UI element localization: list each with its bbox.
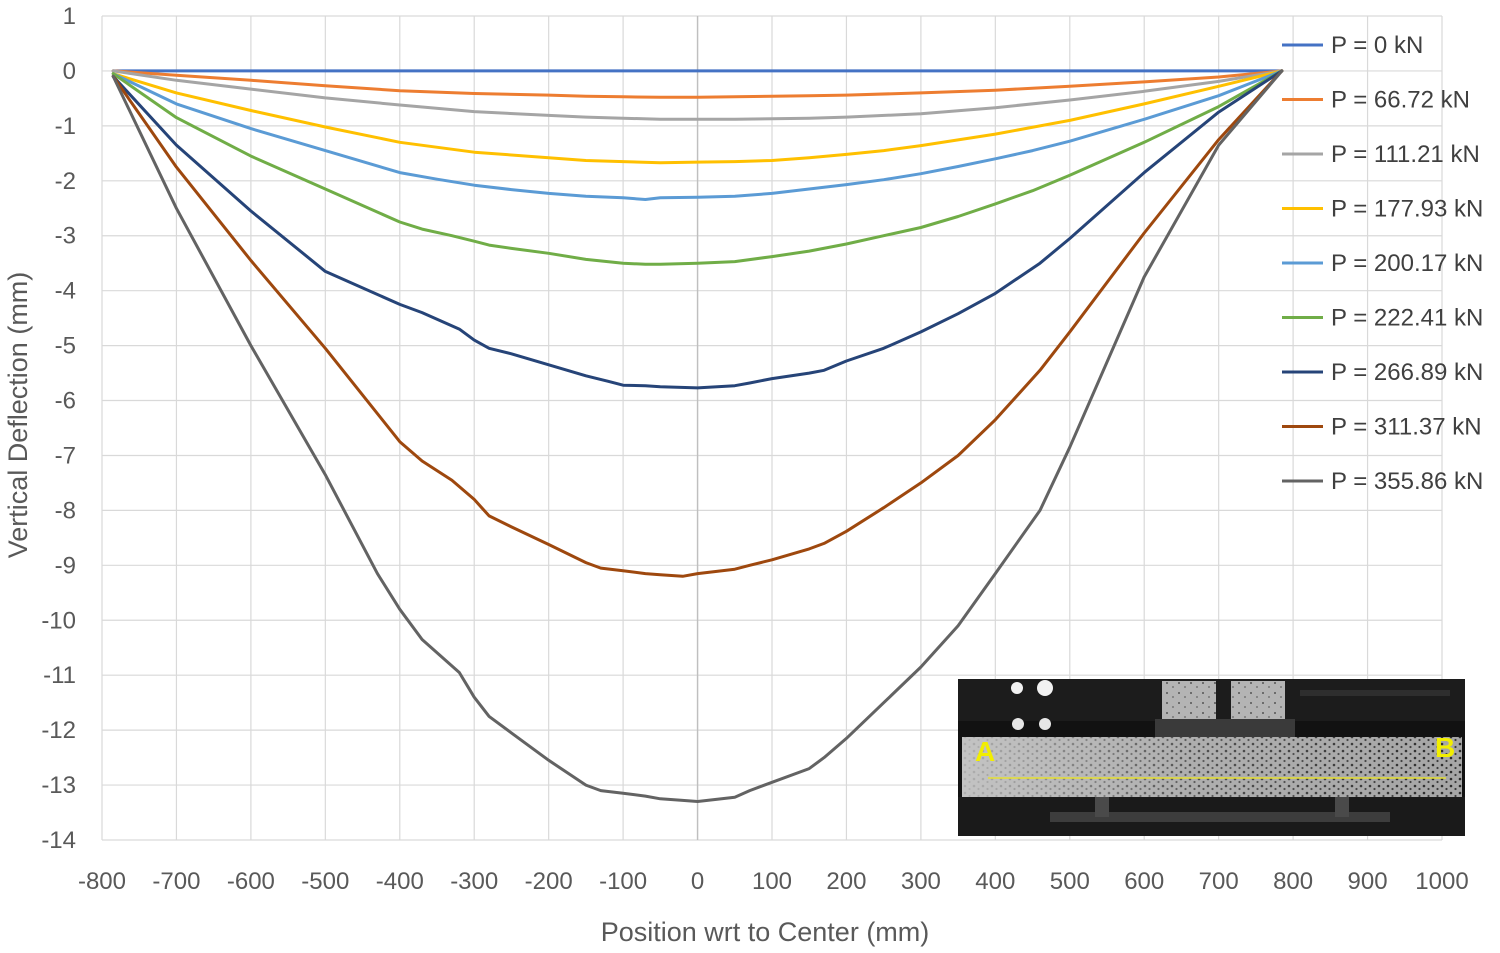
- series-line: [111, 69, 1284, 165]
- y-tick-label: -3: [55, 223, 76, 250]
- series-line: [111, 69, 1284, 578]
- series-line: [111, 69, 1284, 201]
- photo-beam-highlight: [962, 737, 1462, 797]
- legend-label: P = 66.72 kN: [1331, 87, 1470, 114]
- x-tick-label: 200: [826, 868, 866, 895]
- y-tick-label: -8: [55, 497, 76, 524]
- legend-label: P = 311.37 kN: [1331, 414, 1482, 441]
- x-tick-label: -600: [227, 868, 275, 895]
- x-tick-label: -800: [78, 868, 126, 895]
- y-tick-label: 0: [63, 58, 76, 85]
- legend-label: P = 355.86 kN: [1331, 468, 1483, 495]
- x-tick-label: 900: [1348, 868, 1388, 895]
- x-tick-label: 600: [1124, 868, 1164, 895]
- x-tick-label: 800: [1273, 868, 1313, 895]
- y-tick-label: -6: [55, 388, 76, 415]
- legend-label: P = 177.93 kN: [1331, 196, 1483, 223]
- photo-support-left: [1095, 797, 1109, 817]
- photo-support-right: [1335, 797, 1349, 817]
- photo-load-block-right: [1231, 681, 1285, 719]
- photo-light: [1011, 682, 1023, 694]
- y-tick-label: -12: [41, 717, 76, 744]
- x-tick-label: 0: [691, 868, 704, 895]
- x-tick-label: 100: [752, 868, 792, 895]
- photo-label-b: B: [1435, 732, 1455, 763]
- x-tick-label: -700: [152, 868, 200, 895]
- photo-light: [1037, 680, 1053, 696]
- legend-label: P = 111.21 kN: [1331, 141, 1480, 168]
- photo-light: [1039, 718, 1051, 730]
- series-line: [111, 69, 1284, 99]
- y-tick-label: -2: [55, 168, 76, 195]
- y-tick-label: -1: [55, 113, 76, 140]
- y-tick-label: -11: [43, 662, 76, 689]
- y-axis-title: Vertical Deflection (mm): [3, 272, 33, 559]
- y-tick-label: -5: [55, 333, 76, 360]
- inset-test-photo: A B: [958, 679, 1465, 836]
- legend: P = 0 kN P = 66.72 kN P = 111.21 kN P = 177…: [1282, 32, 1483, 495]
- x-tick-label: -500: [301, 868, 349, 895]
- y-tick-label: 1: [63, 3, 76, 30]
- y-tick-label: -14: [41, 827, 76, 854]
- photo-frame-right: [1300, 690, 1450, 696]
- legend-label: P = 266.89 kN: [1331, 359, 1483, 386]
- x-tick-label: -400: [376, 868, 424, 895]
- y-tick-label: -9: [55, 552, 76, 579]
- legend-label: P = 222.41 kN: [1331, 305, 1483, 332]
- y-tick-label: -7: [55, 442, 76, 469]
- x-axis-title: Position wrt to Center (mm): [601, 917, 930, 947]
- x-tick-label: 1000: [1415, 868, 1468, 895]
- x-tick-label: 300: [901, 868, 941, 895]
- tick-labels: -800 -700 -600 -500 -400 -300 -200 -100 0 100 200 3…: [41, 3, 1468, 895]
- x-tick-label: 400: [975, 868, 1015, 895]
- photo-support-beam: [1050, 812, 1390, 822]
- photo-loading-plate: [1155, 719, 1295, 737]
- series-line: [111, 69, 1284, 803]
- x-tick-label: -100: [599, 868, 647, 895]
- photo-load-block-left: [1162, 681, 1216, 719]
- y-tick-label: -4: [55, 278, 76, 305]
- legend-label: P = 0 kN: [1331, 32, 1423, 59]
- series-line: [111, 69, 1284, 390]
- x-tick-label: 500: [1050, 868, 1090, 895]
- x-tick-label: -300: [450, 868, 498, 895]
- series-lines: [111, 69, 1284, 803]
- photo-light: [1012, 718, 1024, 730]
- x-tick-label: 700: [1199, 868, 1239, 895]
- legend-label: P = 200.17 kN: [1331, 250, 1483, 277]
- y-tick-label: -10: [41, 607, 76, 634]
- series-line: [111, 69, 1284, 121]
- x-tick-label: -200: [525, 868, 573, 895]
- y-tick-label: -13: [41, 772, 76, 799]
- photo-label-a: A: [975, 736, 995, 767]
- series-line: [111, 69, 1284, 266]
